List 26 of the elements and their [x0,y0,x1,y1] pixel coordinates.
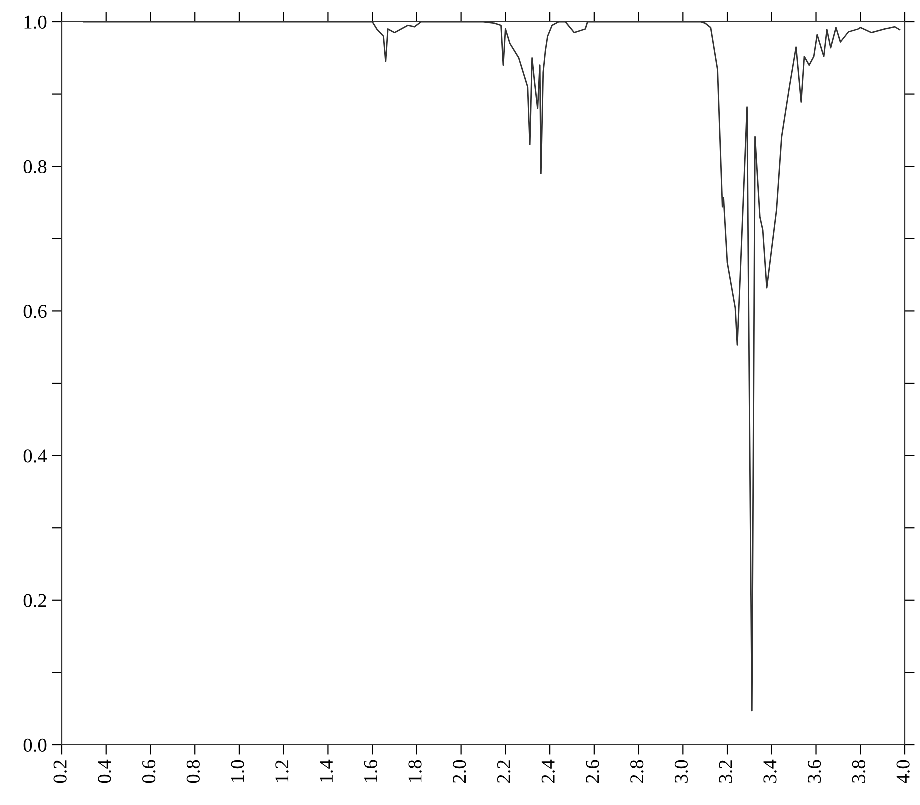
x-tick-label: 0.2 [54,760,67,784]
x-tick-label: 2.2 [497,760,511,784]
x-tick-label: 2.4 [542,760,556,784]
x-tick-label: 0.8 [186,760,200,784]
x-tick-label: 2.6 [586,760,600,784]
y-tick-label: 1.0 [24,16,47,30]
y-tick-label: 0.8 [24,160,47,174]
y-tick-label: 0.4 [24,450,48,463]
x-tick-label: 0.6 [142,760,156,784]
x-tick-label: 2.0 [453,760,466,784]
x-tick-label: 2.8 [630,760,644,784]
x-tick-label: 3.0 [674,760,688,783]
x-tick-label: 3.8 [852,760,866,783]
x-tick-label: 1.8 [408,760,422,782]
y-tick-label: 0.0 [24,738,47,752]
y-tick-label: 0.6 [24,305,47,318]
x-tick-label: 1.4 [320,760,334,782]
x-tick-label: 3.4 [764,760,777,783]
y-tick-label: 0.2 [24,594,46,608]
x-tick-label: 4.0 [896,760,910,784]
x-tick-label: 0.4 [98,760,112,784]
x-tick-label: 1.6 [364,760,378,782]
x-tick-label: 3.6 [808,760,822,783]
x-tick-label: 1.0 [231,760,244,782]
x-tick-label: 1.2 [276,760,289,782]
x-tick-label: 3.2 [719,760,732,783]
